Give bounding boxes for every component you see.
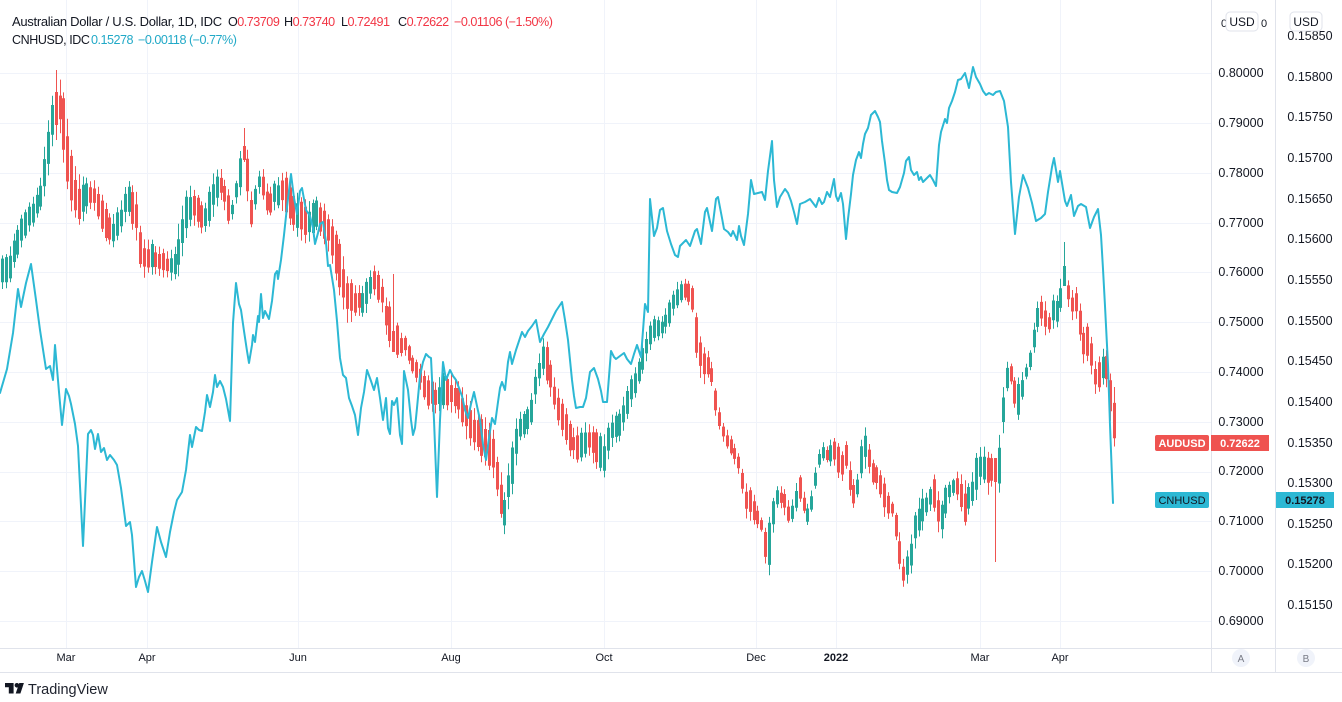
svg-text:0.76000: 0.76000 [1218, 265, 1263, 279]
svg-text:0.74000: 0.74000 [1218, 365, 1263, 379]
svg-text:0.15600: 0.15600 [1287, 232, 1332, 246]
svg-text:0.15550: 0.15550 [1287, 273, 1332, 287]
svg-text:A: A [1238, 654, 1245, 665]
svg-text:0.73000: 0.73000 [1218, 415, 1263, 429]
svg-text:0.77000: 0.77000 [1218, 216, 1263, 230]
svg-text:0: 0 [1261, 18, 1267, 30]
svg-text:0.70000: 0.70000 [1218, 564, 1263, 578]
svg-text:0.69000: 0.69000 [1218, 614, 1263, 628]
svg-text:0.78000: 0.78000 [1218, 166, 1263, 180]
svg-text:2022: 2022 [824, 652, 848, 664]
svg-text:0.15850: 0.15850 [1287, 29, 1332, 43]
svg-text:Mar: Mar [57, 652, 76, 664]
svg-text:0.15500: 0.15500 [1287, 314, 1332, 328]
svg-text:Jun: Jun [289, 652, 307, 664]
svg-text:0.15350: 0.15350 [1287, 436, 1332, 450]
svg-text:C0.72622: C0.72622 [398, 15, 449, 29]
svg-text:TradingView: TradingView [28, 682, 108, 698]
svg-text:USD: USD [1293, 15, 1319, 29]
svg-text:Aug: Aug [441, 652, 461, 664]
svg-text:Mar: Mar [971, 652, 990, 664]
svg-text:0.15250: 0.15250 [1287, 517, 1332, 531]
svg-text:0.15300: 0.15300 [1287, 476, 1332, 490]
svg-text:0.15650: 0.15650 [1287, 192, 1332, 206]
svg-text:0.72000: 0.72000 [1218, 464, 1263, 478]
svg-text:0.15278: 0.15278 [91, 33, 134, 47]
svg-text:0.15400: 0.15400 [1287, 395, 1332, 409]
svg-text:H0.73740: H0.73740 [284, 15, 335, 29]
svg-text:Oct: Oct [595, 652, 612, 664]
svg-text:−0.01106 (−1.50%): −0.01106 (−1.50%) [454, 15, 553, 29]
svg-text:0.15278: 0.15278 [1285, 495, 1325, 507]
svg-text:0.80000: 0.80000 [1218, 66, 1263, 80]
svg-text:0.15800: 0.15800 [1287, 70, 1332, 84]
svg-text:−0.00118 (−0.77%): −0.00118 (−0.77%) [138, 33, 237, 47]
svg-text:L0.72491: L0.72491 [341, 15, 390, 29]
svg-text:0.15150: 0.15150 [1287, 598, 1332, 612]
svg-text:Apr: Apr [138, 652, 155, 664]
svg-text:0.15750: 0.15750 [1287, 110, 1332, 124]
svg-text:CNHUSD, IDC: CNHUSD, IDC [12, 33, 90, 47]
svg-text:0.71000: 0.71000 [1218, 514, 1263, 528]
svg-text:Apr: Apr [1051, 652, 1068, 664]
svg-text:USD: USD [1229, 15, 1255, 29]
svg-text:Australian Dollar / U.S. Dolla: Australian Dollar / U.S. Dollar, 1D, IDC [12, 14, 222, 29]
svg-text:Dec: Dec [746, 652, 766, 664]
svg-text:0.15200: 0.15200 [1287, 557, 1332, 571]
svg-text:B: B [1303, 654, 1310, 665]
svg-text:AUDUSD: AUDUSD [1158, 438, 1205, 450]
svg-text:CNHUSD: CNHUSD [1158, 495, 1205, 507]
svg-text:0.75000: 0.75000 [1218, 315, 1263, 329]
svg-text:O0.73709: O0.73709 [228, 15, 280, 29]
svg-text:0.15700: 0.15700 [1287, 151, 1332, 165]
svg-text:0.72622: 0.72622 [1220, 438, 1260, 450]
svg-text:0.15450: 0.15450 [1287, 354, 1332, 368]
svg-text:0.79000: 0.79000 [1218, 116, 1263, 130]
